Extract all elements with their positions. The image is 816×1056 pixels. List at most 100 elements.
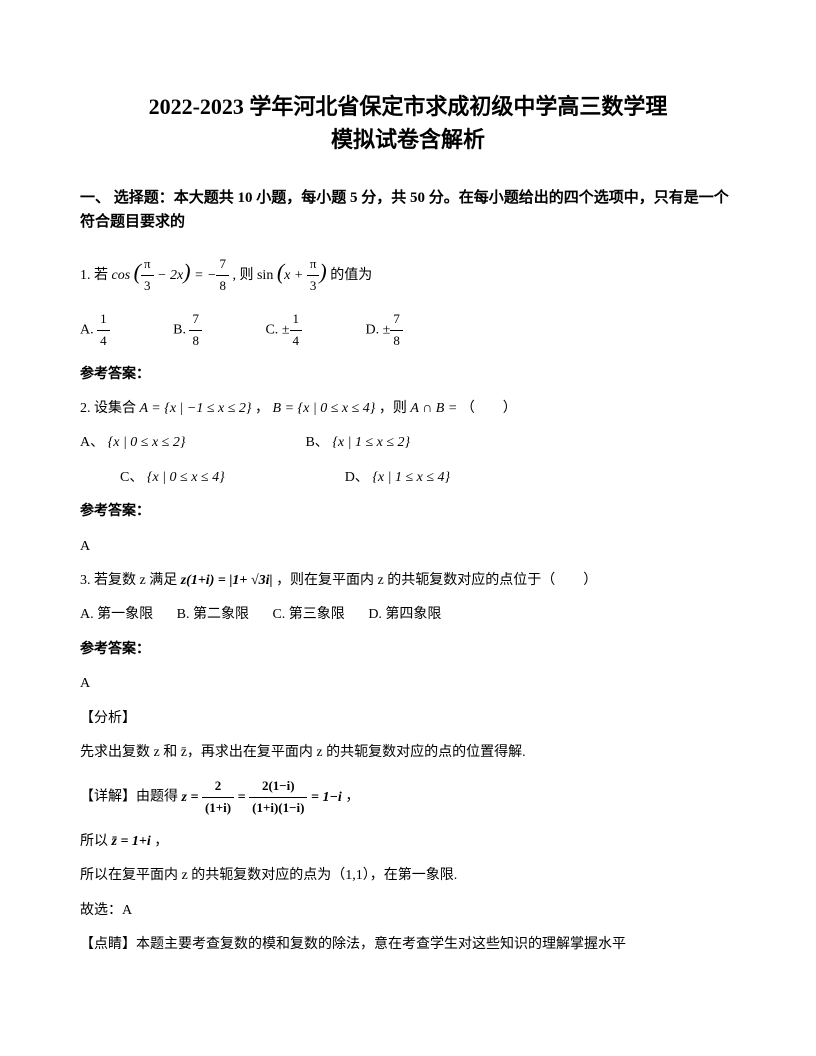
q3-choose: 故选：A <box>80 900 736 922</box>
q1-optC-den: 4 <box>290 331 303 352</box>
q1-xplus: x + <box>284 268 303 283</box>
q3-suffix: ，则在复平面内 z 的共轭复数对应的点位于（ ） <box>276 573 597 588</box>
q1-optA-num: 1 <box>97 309 110 331</box>
q2-setA: A = {x | −1 ≤ x ≤ 2} <box>140 401 252 416</box>
q1-optD-label: D. <box>366 323 380 338</box>
q1-rhs-den: 8 <box>216 276 229 297</box>
q3-comment: 【点睛】本题主要考查复数的模和复数的除法，意在考查学生对这些知识的理解掌握水平 <box>80 934 736 956</box>
q1-optD-den: 8 <box>390 331 403 352</box>
q3-analysis-text: 先求出复数 z 和 z̄，再求出在复平面内 z 的共轭复数对应的点的位置得解. <box>80 742 736 764</box>
q3-detail-frac1: 2(1+i) <box>202 776 234 819</box>
q1-formula: cos (π3 − 2x) = −78 , 则 sin (x + π3) <box>112 268 331 283</box>
q3-option-d: D. 第四象限 <box>368 607 441 622</box>
q3-detail: 【详解】由题得 z = 2(1+i) = 2(1−i)(1+i)(1−i) = … <box>80 776 736 819</box>
q3-stem: 3. 若复数 z 满足 z(1+i) = |1+ √3i| ，则在复平面内 z … <box>80 570 736 592</box>
q2-stem: 2. 设集合 A = {x | −1 ≤ x ≤ 2} ， B = {x | 0… <box>80 398 736 420</box>
q3-so-comma: ， <box>154 834 168 849</box>
exam-title: 2022-2023 学年河北省保定市求成初级中学高三数学理 模拟试卷含解析 <box>80 90 736 156</box>
q3-option-b: B. 第二象限 <box>177 607 249 622</box>
question-3: 3. 若复数 z 满足 z(1+i) = |1+ √3i| ，则在复平面内 z … <box>80 570 736 957</box>
q2-optA-label: A、 <box>80 435 104 450</box>
q2-optB-label: B、 <box>305 435 328 450</box>
q1-minus2x: − 2x <box>157 268 183 283</box>
q3-detail-formula: z = 2(1+i) = 2(1−i)(1+i)(1−i) = 1−i <box>182 790 346 805</box>
q2-optC-label: C、 <box>120 470 143 485</box>
q1-option-d: D. ±78 <box>366 309 403 352</box>
q3-so-formula: z̄ = 1+i <box>112 834 151 849</box>
q3-d-num1: 2 <box>202 776 234 798</box>
q1-optA-label: A. <box>80 323 94 338</box>
q1-frac1: π3 <box>141 254 154 297</box>
q3-so: 所以 z̄ = 1+i ， <box>80 831 736 853</box>
section-1-heading: 一、 选择题：本大题共 10 小题，每小题 5 分，共 50 分。在每小题给出的… <box>80 186 736 234</box>
q2-optB: {x | 1 ≤ x ≤ 2} <box>332 435 410 450</box>
q3-option-c: C. 第三象限 <box>272 607 344 622</box>
q3-so-label: 所以 <box>80 834 108 849</box>
q2-optC: {x | 0 ≤ x ≤ 4} <box>147 470 225 485</box>
q2-options-row2: C、 {x | 0 ≤ x ≤ 4} D、 {x | 1 ≤ x ≤ 4} <box>80 467 736 489</box>
q1-optD-frac: 78 <box>390 309 403 352</box>
q2-option-a: A、 {x | 0 ≤ x ≤ 2} <box>80 432 185 454</box>
q1-frac2-den: 3 <box>307 276 320 297</box>
q3-answer: A <box>80 673 736 695</box>
q3-options: A. 第一象限 B. 第二象限 C. 第三象限 D. 第四象限 <box>80 604 736 626</box>
q2-option-b: B、 {x | 1 ≤ x ≤ 2} <box>305 432 410 454</box>
q3-analysis-label: 【分析】 <box>80 708 736 730</box>
q3-d-num2: 2(1−i) <box>249 776 307 798</box>
q1-cos: cos <box>112 268 131 283</box>
q3-detail-frac2: 2(1−i)(1+i)(1−i) <box>249 776 307 819</box>
q3-detail-label: 【详解】由题得 <box>80 790 178 805</box>
q2-number: 2. 设集合 <box>80 401 136 416</box>
question-2: 2. 设集合 A = {x | −1 ≤ x ≤ 2} ， B = {x | 0… <box>80 398 736 558</box>
q1-optC-frac: 14 <box>290 309 303 352</box>
q1-optA-den: 4 <box>97 331 110 352</box>
q3-conclusion: 所以在复平面内 z 的共轭复数对应的点为（1,1），在第一象限. <box>80 865 736 887</box>
q1-options: A. 14 B. 78 C. ±14 D. ±78 <box>80 309 736 352</box>
q3-option-a: A. 第一象限 <box>80 607 153 622</box>
q1-suffix: 的值为 <box>330 268 372 283</box>
q2-optA: {x | 0 ≤ x ≤ 2} <box>108 435 186 450</box>
q1-rparen1: ) <box>183 259 190 284</box>
q1-lparen1: ( <box>134 259 141 284</box>
q1-frac2: π3 <box>307 254 320 297</box>
q1-frac1-num: π <box>141 254 154 276</box>
q3-answer-label: 参考答案： <box>80 639 736 661</box>
q3-number: 3. 若复数 z 满足 <box>80 573 177 588</box>
question-1: 1. 若 cos (π3 − 2x) = −78 , 则 sin (x + π3… <box>80 254 736 386</box>
q1-optD-pm: ± <box>383 323 391 338</box>
q3-d-eq2: = 1−i <box>311 790 342 805</box>
q1-optC-pm: ± <box>282 323 290 338</box>
q1-frac-rhs: 78 <box>216 254 229 297</box>
q1-optD-num: 7 <box>390 309 403 331</box>
q1-optC-label: C. <box>265 323 278 338</box>
q3-d-den2: (1+i)(1−i) <box>249 798 307 819</box>
q3-detail-z: z = <box>182 790 199 805</box>
q1-frac1-den: 3 <box>141 276 154 297</box>
q3-d-eq1: = <box>238 790 246 805</box>
q2-answer: A <box>80 536 736 558</box>
q2-answer-label: 参考答案： <box>80 501 736 523</box>
q1-optB-num: 7 <box>189 309 202 331</box>
q2-intersect: A ∩ B = <box>410 401 457 416</box>
q1-optB-label: B. <box>173 323 186 338</box>
q1-stem: 1. 若 cos (π3 − 2x) = −78 , 则 sin (x + π3… <box>80 254 736 297</box>
title-line-2: 模拟试卷含解析 <box>331 127 485 152</box>
q2-option-d: D、 {x | 1 ≤ x ≤ 4} <box>345 467 450 489</box>
q1-rhs-num: 7 <box>216 254 229 276</box>
q1-option-a: A. 14 <box>80 309 110 352</box>
q1-number: 1. 若 <box>80 268 108 283</box>
q2-optD-label: D、 <box>345 470 369 485</box>
q1-optA-frac: 14 <box>97 309 110 352</box>
q1-optC-num: 1 <box>290 309 303 331</box>
q2-options-row1: A、 {x | 0 ≤ x ≤ 2} B、 {x | 1 ≤ x ≤ 2} <box>80 432 736 454</box>
q1-optB-frac: 78 <box>189 309 202 352</box>
q1-frac2-num: π <box>307 254 320 276</box>
q2-comma1: ， <box>255 401 269 416</box>
q1-then: , 则 sin <box>232 268 273 283</box>
q1-optB-den: 8 <box>189 331 202 352</box>
title-line-1: 2022-2023 学年河北省保定市求成初级中学高三数学理 <box>149 94 668 119</box>
q2-setB: B = {x | 0 ≤ x ≤ 4} <box>273 401 376 416</box>
q1-rparen2: ) <box>319 259 326 284</box>
q1-option-b: B. 78 <box>173 309 202 352</box>
q3-d-den1: (1+i) <box>202 798 234 819</box>
